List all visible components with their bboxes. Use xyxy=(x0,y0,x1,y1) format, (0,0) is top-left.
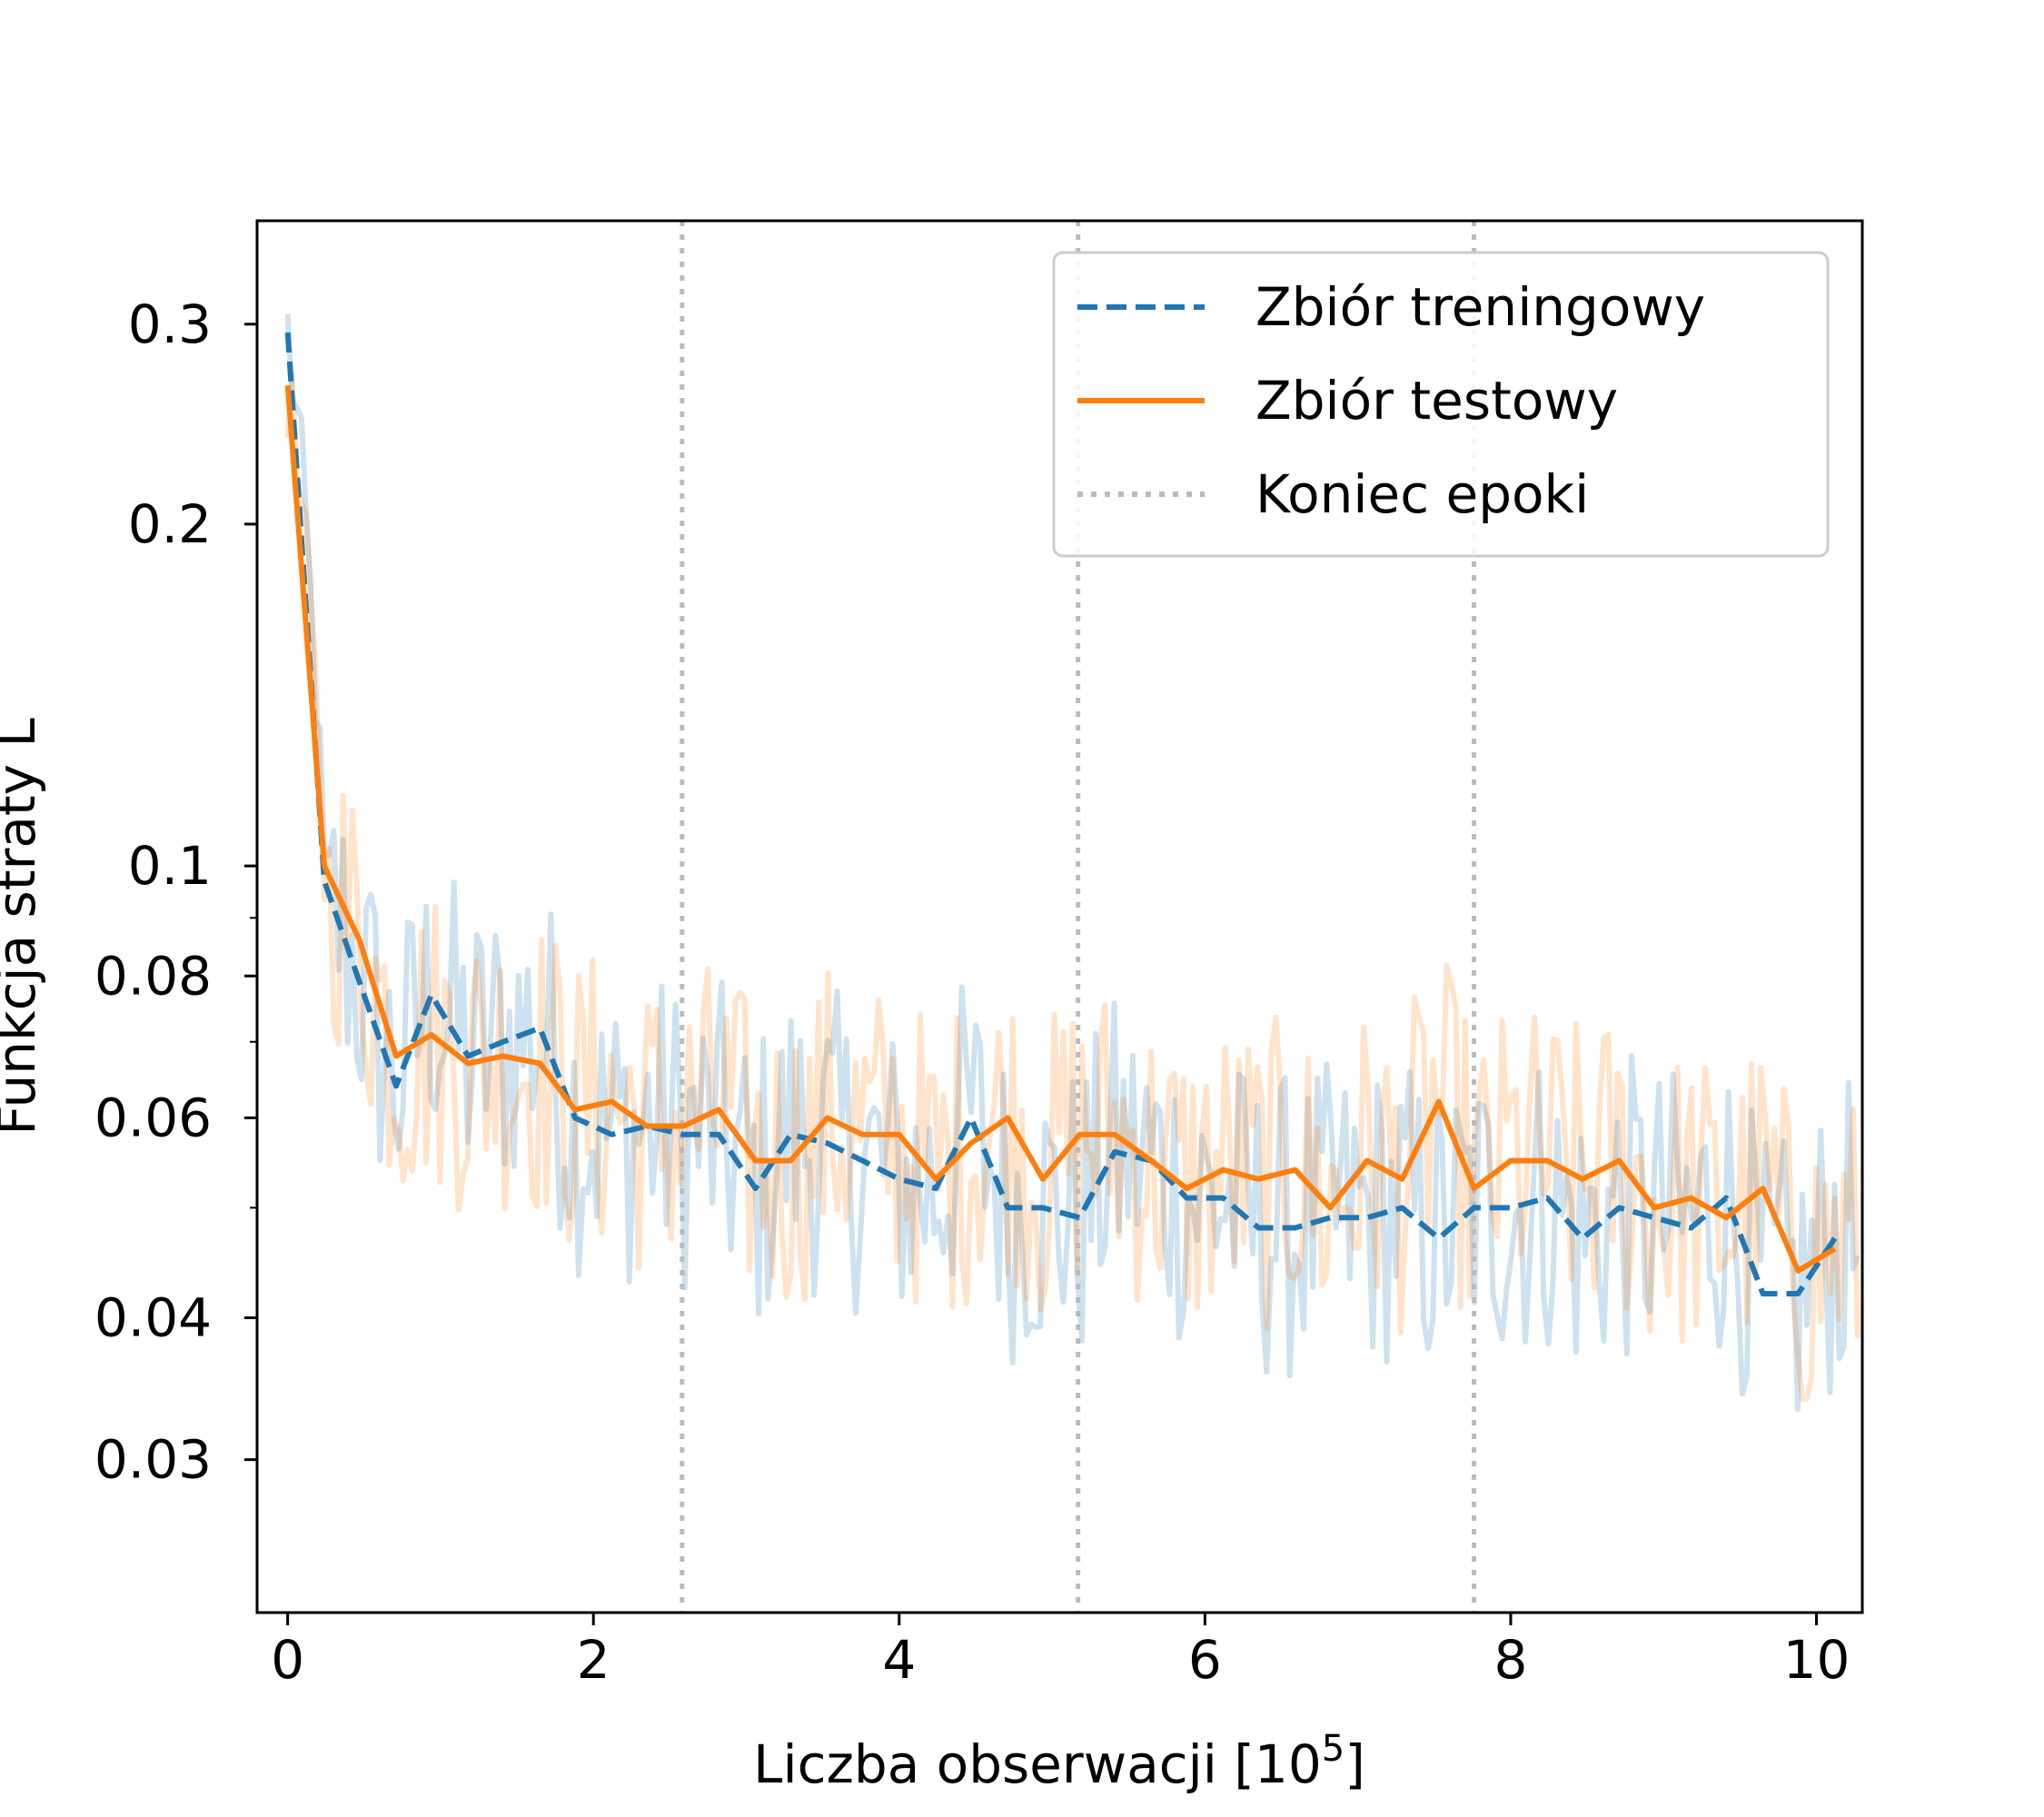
y-tick-label: 0.1 xyxy=(128,835,212,897)
smoothed-loss-series xyxy=(284,332,1838,1296)
legend-label-epoch: Koniec epoki xyxy=(1255,463,1589,525)
x-tick-label: 2 xyxy=(577,1629,610,1691)
x-tick-label: 0 xyxy=(271,1629,304,1691)
legend-label-test: Zbiór testowy xyxy=(1255,370,1618,432)
x-tick-label: 6 xyxy=(1188,1629,1222,1691)
y-tick-label: 0.06 xyxy=(94,1087,212,1148)
x-tick-label: 10 xyxy=(1783,1629,1851,1691)
y-axis-label: Funkcja straty L xyxy=(0,718,47,1135)
x-tick-label: 4 xyxy=(882,1629,916,1691)
legend-label-train: Zbiór treningowy xyxy=(1255,276,1705,338)
plot-frame xyxy=(255,219,1864,1614)
y-tick-label: 0.04 xyxy=(94,1287,212,1349)
raw-train-trace xyxy=(284,313,1860,1413)
y-tick-label: 0.3 xyxy=(128,293,212,355)
y-tick-label: 0.08 xyxy=(94,945,212,1007)
x-axis-label-exponent: 5 xyxy=(1322,1728,1344,1770)
x-axis-ticks: 0 2 4 6 8 10 xyxy=(271,1613,1850,1691)
y-axis-ticks: 0.03 0.04 0.06 0.08 0.1 0.2 0.3 xyxy=(94,293,257,1491)
x-axis-label: Liczba obserwacji [105] xyxy=(753,1728,1365,1795)
legend-box xyxy=(1052,251,1830,558)
legend: Zbiór treningowy Zbiór testowy Koniec ep… xyxy=(1052,251,1830,558)
y-tick-label: 0.03 xyxy=(94,1429,212,1491)
series-train-line xyxy=(284,332,1838,1296)
x-tick-label: 8 xyxy=(1493,1629,1527,1691)
y-tick-label: 0.2 xyxy=(128,493,212,555)
series-test-line xyxy=(284,384,1837,1274)
